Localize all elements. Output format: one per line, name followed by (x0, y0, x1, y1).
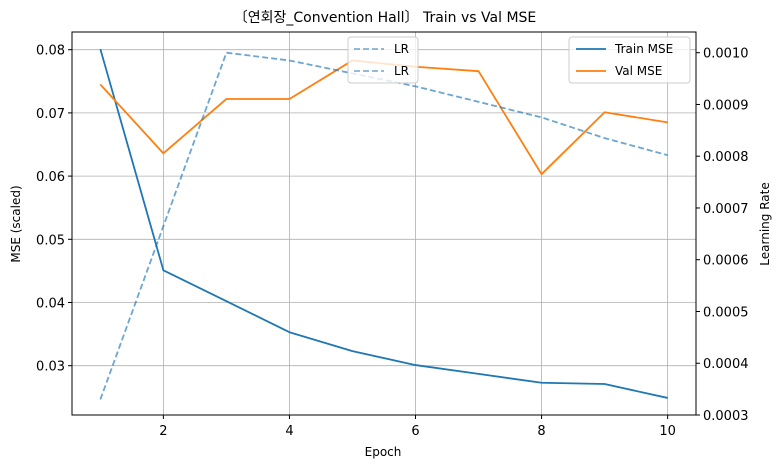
x-tick-label: 4 (285, 424, 293, 439)
y2-tick-label: 0.0004 (703, 357, 749, 372)
y2-tick-label: 0.0003 (703, 409, 749, 424)
legend-lr-label-1: LR (394, 42, 409, 56)
legend-mse-label-val: Val MSE (615, 64, 662, 78)
legend-lr-label-2: LR (394, 64, 409, 78)
y-tick-label: 0.08 (36, 44, 65, 59)
y-tick-label: 0.06 (36, 170, 65, 185)
y2-axis-title: Learning Rate (758, 182, 772, 265)
y-tick-label: 0.05 (36, 233, 65, 248)
chart-title: 〔연회장_Convention Hall〕 Train vs Val MSE (234, 10, 537, 26)
series-line-lr (99, 51, 668, 400)
y-tick-label: 0.04 (36, 297, 65, 312)
x-tick-label: 10 (659, 424, 676, 439)
y-axis-right: 0.0003 0.0004 0.0005 0.0006 0.0007 0.0008 0.00… (696, 47, 749, 424)
legend-lr: LR LR (347, 36, 419, 84)
plot-area-frame (71, 31, 697, 416)
legend-mse: Train MSE Val MSE (568, 36, 691, 84)
y2-tick-label: 0.0010 (703, 47, 749, 62)
y-tick-label: 0.03 (36, 360, 65, 375)
y2-tick-label: 0.0006 (703, 254, 749, 269)
y2-tick-label: 0.0007 (703, 202, 749, 217)
x-tick-label: 8 (537, 424, 545, 439)
y-axis-left: 0.03 0.04 0.05 0.06 0.07 0.08 (36, 44, 72, 375)
x-tick-label: 2 (159, 424, 167, 439)
x-tick-label: 6 (411, 424, 419, 439)
series-line-train-mse (99, 48, 668, 399)
y2-tick-label: 0.0009 (703, 98, 749, 113)
legend-mse-label-train: Train MSE (614, 42, 673, 56)
y-axis-title: MSE (scaled) (9, 185, 23, 262)
x-axis: 2 4 6 8 10 (159, 415, 676, 439)
y2-tick-label: 0.0005 (703, 305, 749, 320)
y-tick-label: 0.07 (36, 107, 65, 122)
y2-tick-label: 0.0008 (703, 150, 749, 165)
x-axis-title: Epoch (365, 445, 402, 459)
